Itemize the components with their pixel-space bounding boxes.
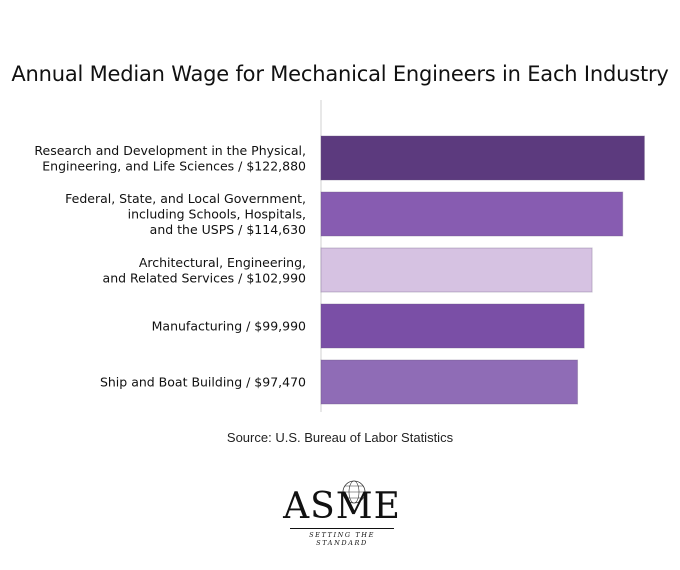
bar-chart: Research and Development in the Physical… [34, 100, 645, 412]
bar-4 [320, 303, 585, 349]
category-label-line: and Related Services / $102,990 [103, 270, 306, 285]
category-label-3: Architectural, Engineering, and Related S… [103, 255, 306, 286]
category-label-line: Federal, State, and Local Government, [65, 191, 306, 206]
category-label-line: and the USPS / $114,630 [150, 222, 306, 237]
category-label-1: Research and Development in the Physical… [34, 143, 306, 174]
logo-rule [290, 528, 394, 529]
category-label-line: including Schools, Hospitals, [128, 207, 306, 222]
bar-2 [320, 191, 624, 237]
bar-1 [320, 135, 645, 181]
category-label-line: Engineering, and Life Sciences / $122,88… [42, 158, 306, 173]
globe-icon [342, 480, 366, 504]
logo-tagline: SETTING THE STANDARD [309, 531, 375, 547]
category-label-line: Manufacturing / $99,990 [152, 319, 306, 334]
category-label-line: Architectural, Engineering, [139, 255, 306, 270]
asme-logo: ASME SETTING THE STANDARD [282, 478, 402, 548]
category-label-line: Ship and Boat Building / $97,470 [100, 375, 306, 390]
chart-title: Annual Median Wage for Mechanical Engine… [11, 62, 669, 86]
category-label-5: Ship and Boat Building / $97,470 [100, 375, 306, 390]
category-label-line: Research and Development in the Physical… [34, 143, 306, 158]
category-label-2: Federal, State, and Local Government, inc… [65, 191, 306, 237]
bar-5 [320, 359, 579, 405]
category-label-4: Manufacturing / $99,990 [152, 319, 306, 334]
logo-wordmark: ASME [283, 486, 401, 527]
bar-3 [320, 247, 593, 293]
source-note: Source: U.S. Bureau of Labor Statistics [226, 430, 454, 445]
